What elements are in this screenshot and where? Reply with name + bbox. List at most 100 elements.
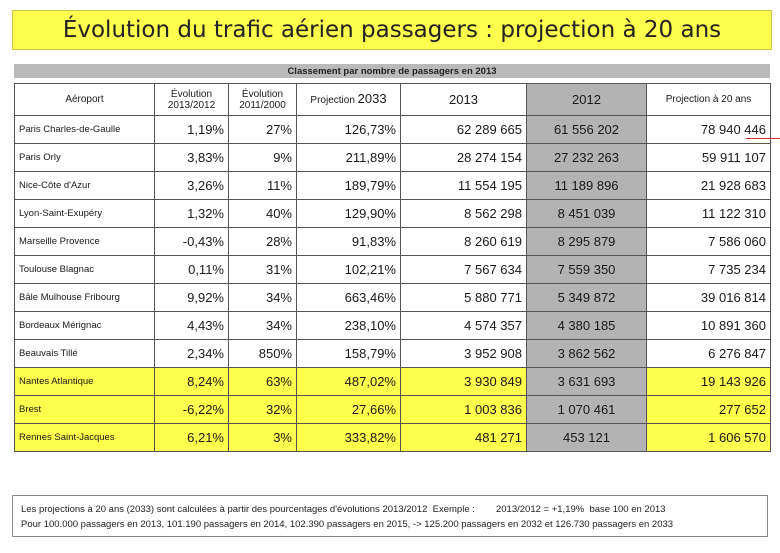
cell-2012: 453 121 [526, 423, 647, 452]
cell-2013: 5 880 771 [400, 283, 527, 312]
cell-projection-2033: 126,73% [296, 115, 401, 144]
cell-evolution-2011-2000: 32% [228, 395, 297, 424]
header-row: Aéroport Évolution 2013/2012 Évolution 2… [14, 83, 771, 116]
footnote-line-2: Pour 100.000 passagers en 2013, 101.190 … [21, 519, 674, 530]
header-evolution-2011-2000: Évolution 2011/2000 [228, 83, 297, 116]
cell-airport: Bâle Mulhouse Fribourg [14, 283, 155, 312]
cell-airport: Paris Charles-de-Gaulle [14, 115, 155, 144]
cell-evolution-2013-2012: 6,21% [154, 423, 229, 452]
cell-projection-2033: 487,02% [296, 367, 401, 396]
cell-evolution-2011-2000: 11% [228, 171, 297, 200]
header-evo2-line2: 2011/2000 [239, 99, 286, 111]
cell-projection-2033: 189,79% [296, 171, 401, 200]
passenger-table: Aéroport Évolution 2013/2012 Évolution 2… [14, 83, 771, 452]
header-airport: Aéroport [14, 83, 155, 116]
cell-evolution-2013-2012: -0,43% [154, 227, 229, 256]
cell-2012: 5 349 872 [526, 283, 647, 312]
cell-projection-20-ans: 78 940 446 [646, 115, 771, 144]
cell-airport: Nantes Atlantique [14, 367, 155, 396]
cell-2013: 62 289 665 [400, 115, 527, 144]
header-evo1-line1: Évolution [170, 88, 213, 100]
cell-projection-20-ans: 1 606 570 [646, 423, 771, 452]
cell-2012: 7 559 350 [526, 255, 647, 284]
table-row: Nice-Côte d'Azur 3,26% 11% 189,79% 11 554 19… [14, 171, 771, 200]
table-row: Marseille Provence -0,43% 28% 91,83% 8 260 6… [14, 227, 771, 256]
cell-evolution-2011-2000: 63% [228, 367, 297, 396]
cell-evolution-2013-2012: 4,43% [154, 311, 229, 340]
cell-2012: 3 631 693 [526, 367, 647, 396]
cell-evolution-2011-2000: 27% [228, 115, 297, 144]
cell-airport: Lyon-Saint-Exupéry [14, 199, 155, 228]
table-row: Paris Orly 3,83% 9% 211,89% 28 274 154 27 232… [14, 143, 771, 172]
cell-evolution-2011-2000: 34% [228, 311, 297, 340]
cell-2013: 3 952 908 [400, 339, 527, 368]
cell-projection-2033: 102,21% [296, 255, 401, 284]
cell-evolution-2013-2012: 1,19% [154, 115, 229, 144]
table-row: Brest -6,22% 32% 27,66% 1 003 836 1 070 461 27… [14, 395, 771, 424]
table-row: Lyon-Saint-Exupéry 1,32% 40% 129,90% 8 562 2… [14, 199, 771, 228]
cell-projection-2033: 663,46% [296, 283, 401, 312]
cell-2012: 3 862 562 [526, 339, 647, 368]
header-proj-label: Projection [310, 95, 355, 106]
cell-projection-2033: 27,66% [296, 395, 401, 424]
cell-evolution-2013-2012: 1,32% [154, 199, 229, 228]
cell-airport: Beauvais Tillé [14, 339, 155, 368]
cell-projection-20-ans: 21 928 683 [646, 171, 771, 200]
cell-2013: 11 554 195 [400, 171, 527, 200]
table-row: Bâle Mulhouse Fribourg 9,92% 34% 663,46% 5 8… [14, 283, 771, 312]
cell-2013: 4 574 357 [400, 311, 527, 340]
footnote-box: Les projections à 20 ans (2033) sont cal… [12, 495, 768, 537]
cell-airport: Marseille Provence [14, 227, 155, 256]
cell-projection-20-ans: 19 143 926 [646, 367, 771, 396]
cell-projection-20-ans: 59 911 107 [646, 143, 771, 172]
cell-2013: 481 271 [400, 423, 527, 452]
cell-projection-2033: 158,79% [296, 339, 401, 368]
cell-projection-2033: 129,90% [296, 199, 401, 228]
cell-2013: 8 260 619 [400, 227, 527, 256]
cell-projection-2033: 238,10% [296, 311, 401, 340]
cell-2012: 8 451 039 [526, 199, 647, 228]
header-projection-20-ans: Projection à 20 ans [646, 83, 771, 116]
cell-projection-20-ans: 6 276 847 [646, 339, 771, 368]
cell-evolution-2013-2012: 2,34% [154, 339, 229, 368]
cell-2012: 8 295 879 [526, 227, 647, 256]
cell-projection-20-ans: 277 652 [646, 395, 771, 424]
cell-evolution-2011-2000: 31% [228, 255, 297, 284]
cell-evolution-2013-2012: 9,92% [154, 283, 229, 312]
cell-2013: 1 003 836 [400, 395, 527, 424]
cell-evolution-2011-2000: 9% [228, 143, 297, 172]
header-projection-2033: Projection 2033 [296, 83, 401, 116]
table-subtitle: Classement par nombre de passagers en 20… [14, 64, 770, 78]
cell-airport: Brest [14, 395, 155, 424]
cell-projection-2033: 333,82% [296, 423, 401, 452]
cell-2012: 61 556 202 [526, 115, 647, 144]
cell-evolution-2011-2000: 28% [228, 227, 297, 256]
cell-evolution-2013-2012: 0,11% [154, 255, 229, 284]
cell-evolution-2011-2000: 40% [228, 199, 297, 228]
cell-projection-20-ans: 11 122 310 [646, 199, 771, 228]
cell-evolution-2011-2000: 3% [228, 423, 297, 452]
header-evo1-line2: 2013/2012 [167, 99, 216, 111]
header-evolution-2013-2012: Évolution 2013/2012 [154, 83, 229, 116]
cell-evolution-2013-2012: 8,24% [154, 367, 229, 396]
table-row: Toulouse Blagnac 0,11% 31% 102,21% 7 567 634… [14, 255, 771, 284]
cell-airport: Nice-Côte d'Azur [14, 171, 155, 200]
cell-2013: 3 930 849 [400, 367, 527, 396]
table-row: Beauvais Tillé 2,34% 850% 158,79% 3 952 908 3… [14, 339, 771, 368]
cell-airport: Paris Orly [14, 143, 155, 172]
cell-projection-2033: 91,83% [296, 227, 401, 256]
cell-2012: 4 380 185 [526, 311, 647, 340]
cell-evolution-2013-2012: -6,22% [154, 395, 229, 424]
header-evo2-line1: Évolution [241, 88, 284, 100]
cell-airport: Toulouse Blagnac [14, 255, 155, 284]
cell-projection-20-ans: 10 891 360 [646, 311, 771, 340]
header-2012: 2012 [526, 83, 647, 116]
table-row: Paris Charles-de-Gaulle 1,19% 27% 126,73% 62… [14, 115, 771, 144]
cell-evolution-2011-2000: 34% [228, 283, 297, 312]
cell-2013: 8 562 298 [400, 199, 527, 228]
table-row: Rennes Saint-Jacques 6,21% 3% 333,82% 481 27… [14, 423, 771, 452]
cell-projection-2033: 211,89% [296, 143, 401, 172]
cell-2012: 27 232 263 [526, 143, 647, 172]
header-proj-year: 2033 [357, 91, 387, 106]
cell-2012: 11 189 896 [526, 171, 647, 200]
